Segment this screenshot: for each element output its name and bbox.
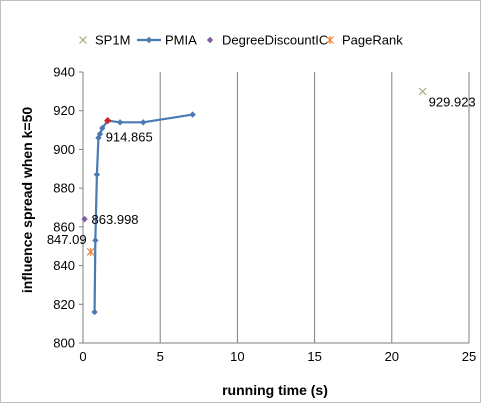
data-point	[189, 111, 196, 118]
plot-marks: 929.923 914.865 863.998 847.09	[47, 87, 476, 316]
data-point	[86, 247, 95, 256]
y-tick-label: 900	[53, 142, 75, 157]
data-point	[116, 119, 124, 126]
series-2: 863.998	[81, 212, 139, 227]
legend-marker-stroke-2	[79, 36, 87, 44]
x-tick-label: 20	[385, 349, 399, 364]
data-point	[104, 117, 112, 125]
data-point	[93, 171, 101, 178]
series-0: 929.923	[418, 87, 476, 110]
data-label: 914.865	[106, 130, 153, 145]
data-point	[418, 87, 427, 96]
data-point	[91, 308, 98, 316]
legend-marker	[79, 36, 87, 44]
legend-marker	[145, 36, 153, 44]
data-label: 863.998	[92, 212, 139, 227]
x-tick-label: 0	[79, 349, 86, 364]
x-tick-label: 5	[157, 349, 164, 364]
data-label: 929.923	[429, 95, 476, 110]
data-point	[81, 215, 88, 223]
x-tick-label: 25	[462, 349, 476, 364]
series-1: 914.865	[91, 111, 196, 316]
data-point	[99, 124, 106, 132]
data-point	[92, 237, 99, 244]
y-tick-label: 940	[53, 65, 75, 80]
legend-label: PMIA	[165, 33, 197, 48]
y-tick-label: 840	[53, 258, 75, 273]
series-3: 847.09	[47, 232, 95, 256]
legend-marker	[206, 36, 214, 44]
legend-marker	[326, 36, 334, 44]
legend-label: SP1M	[95, 33, 130, 48]
axes: 0 5 10 15 20 25 800 820 840 860 880 900 920 940	[53, 65, 476, 365]
y-axis-title: influence spread when k=50	[19, 107, 35, 294]
y-tick-label: 820	[53, 297, 75, 312]
y-tick-label: 920	[53, 103, 75, 118]
x-axis-title: running time (s)	[222, 382, 328, 398]
data-label: 847.09	[47, 232, 87, 247]
x-tick-label: 15	[307, 349, 321, 364]
legend-label: DegreeDiscountIC	[222, 33, 328, 48]
series-line	[93, 113, 193, 313]
legend-label: PageRank	[342, 33, 403, 48]
data-point	[140, 119, 147, 126]
data-point-stroke-2	[418, 87, 427, 96]
y-tick-label: 860	[53, 219, 75, 234]
grid-lines	[159, 72, 470, 343]
x-tick-label: 10	[230, 349, 244, 364]
y-tick-label: 880	[53, 181, 75, 196]
legend: SP1M PMIA DegreeDiscountIC PageRank	[79, 33, 403, 48]
data-point	[96, 130, 104, 138]
y-tick-label: 800	[53, 336, 75, 351]
